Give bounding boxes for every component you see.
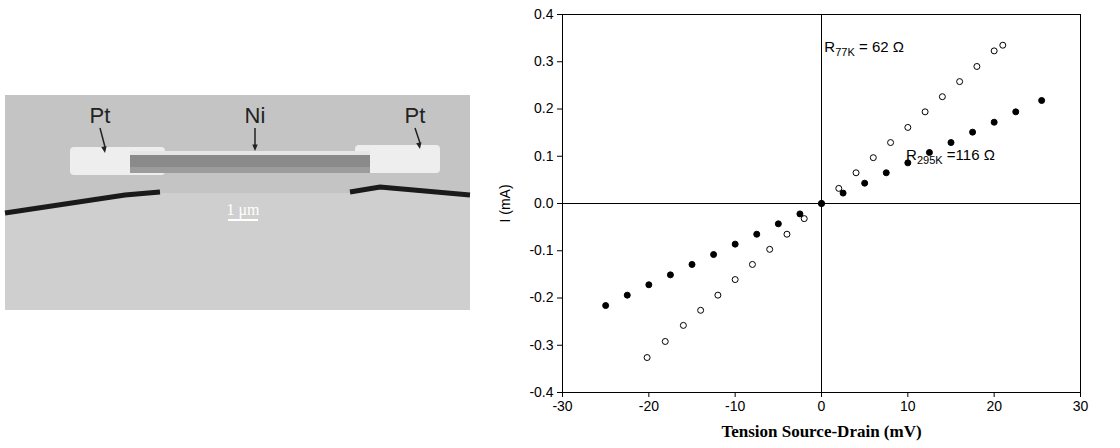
svg-text:Pt: Pt [90,103,111,128]
svg-text:Tension Source-Drain (mV): Tension Source-Drain (mV) [721,422,921,441]
svg-text:R295K =116 Ω: R295K =116 Ω [906,146,995,166]
svg-text:-0.4: -0.4 [529,384,553,400]
svg-text:-20: -20 [639,398,659,414]
svg-text:R77K = 62 Ω: R77K = 62 Ω [824,38,904,58]
svg-text:0.3: 0.3 [534,53,554,69]
svg-text:10: 10 [900,398,916,414]
svg-text:30: 30 [1073,398,1089,414]
svg-text:Ni: Ni [245,103,266,128]
svg-text:-30: -30 [552,398,572,414]
svg-text:-0.3: -0.3 [529,337,553,353]
svg-text:0.4: 0.4 [534,6,554,22]
svg-text:20: 20 [986,398,1002,414]
svg-text:1 μm: 1 μm [226,201,260,219]
svg-text:0.2: 0.2 [534,100,554,116]
svg-text:0.0: 0.0 [534,195,554,211]
svg-text:I (mA): I (mA) [497,184,513,222]
svg-text:0.1: 0.1 [534,148,554,164]
svg-text:Pt: Pt [405,103,426,128]
svg-text:-0.2: -0.2 [529,289,553,305]
svg-text:-10: -10 [725,398,745,414]
svg-text:0: 0 [818,398,826,414]
svg-text:-0.1: -0.1 [529,242,553,258]
